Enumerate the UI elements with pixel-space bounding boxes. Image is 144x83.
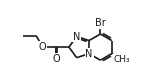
- Text: N: N: [85, 49, 93, 59]
- Text: O: O: [52, 54, 60, 64]
- Text: O: O: [39, 42, 47, 52]
- Text: Br: Br: [95, 18, 106, 28]
- Text: N: N: [73, 32, 80, 42]
- Text: CH₃: CH₃: [113, 55, 130, 64]
